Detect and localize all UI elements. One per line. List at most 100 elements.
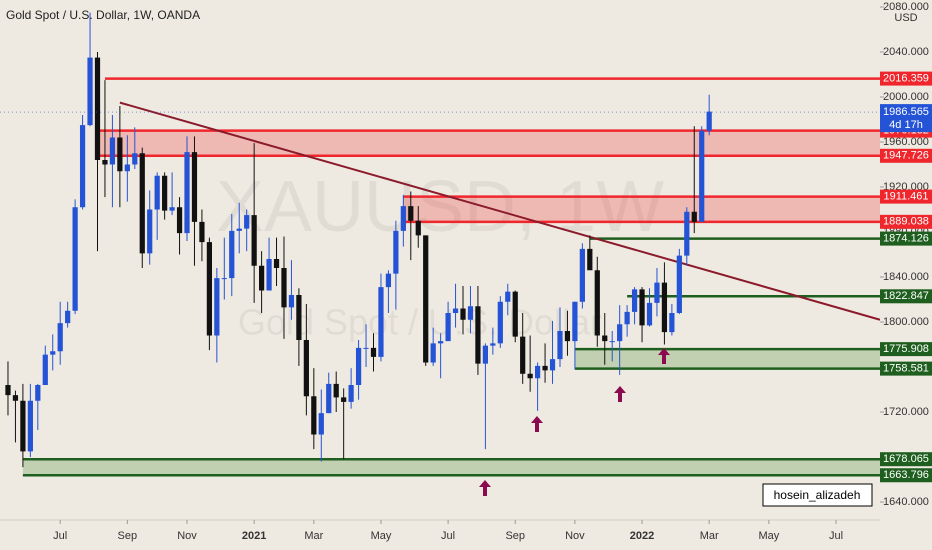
y-tick-label: 1800.000 bbox=[883, 316, 929, 328]
candle-body bbox=[572, 301, 578, 342]
candle-body bbox=[258, 265, 265, 291]
candle-body bbox=[467, 306, 474, 320]
x-tick-label: Nov bbox=[177, 530, 197, 542]
candle-body bbox=[251, 215, 257, 266]
candle-body bbox=[5, 385, 11, 396]
candle-body bbox=[355, 347, 362, 386]
candle-body bbox=[311, 396, 317, 435]
candle-body bbox=[221, 278, 227, 280]
candle-body bbox=[318, 413, 324, 435]
watermark-subtitle: Gold Spot / U.S. Dollar bbox=[238, 302, 602, 343]
candle-body bbox=[87, 57, 93, 126]
x-tick-label: Sep bbox=[505, 530, 525, 542]
level-label-box bbox=[880, 214, 932, 229]
candle-body bbox=[169, 207, 175, 211]
candle-body bbox=[490, 343, 496, 346]
y-tick-label: 2040.000 bbox=[883, 46, 929, 58]
candle-body bbox=[147, 209, 153, 254]
x-tick-label: Jul bbox=[53, 530, 67, 542]
candle-body bbox=[527, 373, 533, 379]
candle-body bbox=[699, 130, 705, 222]
candle-body bbox=[162, 175, 168, 211]
candle-body bbox=[564, 331, 571, 342]
candle-body bbox=[370, 347, 377, 357]
candle-body bbox=[669, 313, 675, 333]
candle-body bbox=[691, 211, 697, 222]
plot bbox=[0, 12, 881, 477]
candle-body bbox=[363, 347, 369, 349]
level-label: 1678.065 bbox=[883, 453, 929, 465]
candle-body bbox=[12, 395, 19, 401]
candle-body bbox=[393, 230, 399, 274]
x-tick-label: May bbox=[758, 530, 779, 542]
candle-body bbox=[27, 400, 33, 452]
candle-body bbox=[266, 259, 272, 291]
candle-body bbox=[124, 164, 130, 172]
x-tick-label: Jul bbox=[829, 530, 843, 542]
candle-body bbox=[20, 400, 26, 452]
arrow bbox=[614, 386, 626, 402]
candle-body bbox=[423, 235, 429, 363]
candle-body bbox=[482, 345, 489, 364]
countdown: 4d 17h bbox=[889, 119, 923, 131]
x-tick-label: Sep bbox=[118, 530, 138, 542]
candle-body bbox=[684, 211, 690, 256]
level-label: 1911.461 bbox=[883, 191, 928, 203]
candle-body bbox=[609, 341, 615, 343]
candle-body bbox=[236, 228, 242, 231]
candle-body bbox=[408, 206, 414, 221]
candle-body bbox=[400, 206, 406, 231]
y-tick-label: 1960.000 bbox=[883, 136, 929, 148]
candle-body bbox=[587, 248, 593, 271]
candle-body bbox=[549, 359, 556, 371]
candle-body bbox=[639, 289, 645, 326]
candle-body bbox=[244, 215, 250, 229]
candle-body bbox=[132, 153, 138, 165]
candle-body bbox=[35, 385, 41, 401]
level-label-box bbox=[880, 289, 932, 304]
currency: USD bbox=[894, 12, 917, 24]
candle-body bbox=[445, 313, 451, 342]
candle-body bbox=[326, 383, 332, 414]
x-tick-label: Mar bbox=[304, 530, 323, 542]
candle-body bbox=[191, 152, 198, 222]
candle-body bbox=[631, 289, 638, 312]
candle-body bbox=[646, 302, 653, 326]
candle-body bbox=[430, 343, 436, 363]
arrow bbox=[479, 480, 491, 496]
chart-title: Gold Spot / U.S. Dollar, 1W, OANDA bbox=[6, 8, 200, 22]
candle-body bbox=[206, 242, 212, 336]
candle-body bbox=[72, 207, 78, 311]
candle-body bbox=[229, 230, 235, 279]
candle-body bbox=[94, 57, 101, 160]
level-label-box bbox=[880, 452, 932, 467]
candle-body bbox=[199, 221, 205, 243]
candle-body bbox=[654, 282, 660, 303]
candle-body bbox=[378, 287, 384, 357]
level-label-box bbox=[880, 189, 932, 204]
candle-body bbox=[288, 295, 295, 308]
x-tick-label: Mar bbox=[700, 530, 719, 542]
candle-body bbox=[624, 311, 630, 325]
last-price-box bbox=[880, 104, 932, 133]
candle-body bbox=[341, 397, 347, 402]
candle-body bbox=[281, 268, 287, 308]
candle-body bbox=[139, 153, 145, 254]
candle-body bbox=[109, 137, 116, 165]
x-tick-label: 2021 bbox=[242, 530, 266, 542]
candle-body bbox=[65, 310, 71, 324]
level-label: 1663.796 bbox=[883, 469, 929, 481]
watermark: XAUUSD, 1W bbox=[216, 167, 664, 247]
arrow bbox=[531, 416, 543, 432]
x-tick-label: 2022 bbox=[630, 530, 654, 542]
candle-body bbox=[296, 295, 302, 341]
x-tick-label: Nov bbox=[565, 530, 585, 542]
candle-body bbox=[50, 351, 56, 355]
level-label: 1889.038 bbox=[883, 216, 929, 228]
candle-body bbox=[594, 270, 600, 336]
level-label: 1874.126 bbox=[883, 233, 929, 245]
candle-body bbox=[475, 306, 481, 364]
candle-body bbox=[617, 324, 623, 342]
